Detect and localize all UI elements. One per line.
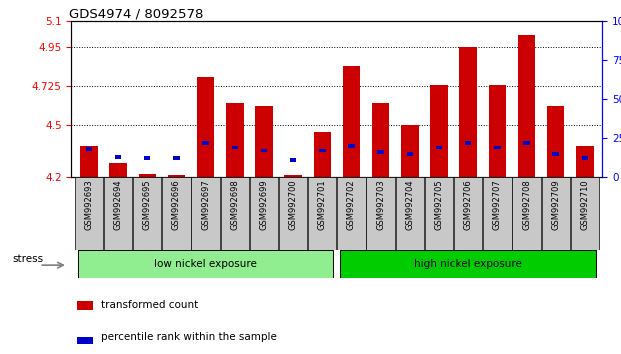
Bar bbox=[425, 177, 453, 250]
Bar bbox=[553, 152, 559, 155]
Bar bbox=[319, 149, 325, 153]
Text: GDS4974 / 8092578: GDS4974 / 8092578 bbox=[69, 7, 203, 20]
Bar bbox=[138, 173, 156, 177]
Bar bbox=[109, 163, 127, 177]
Bar bbox=[378, 150, 384, 154]
Bar bbox=[576, 146, 594, 177]
Text: GSM992705: GSM992705 bbox=[435, 179, 443, 230]
Bar bbox=[202, 141, 209, 145]
Bar bbox=[460, 47, 477, 177]
Bar bbox=[308, 177, 337, 250]
Bar bbox=[337, 177, 366, 250]
Text: GSM992693: GSM992693 bbox=[84, 179, 93, 230]
Text: GSM992696: GSM992696 bbox=[172, 179, 181, 230]
Bar bbox=[494, 145, 501, 149]
Text: GSM992695: GSM992695 bbox=[143, 179, 152, 230]
Bar bbox=[372, 103, 389, 177]
Bar bbox=[366, 177, 395, 250]
Bar bbox=[401, 125, 419, 177]
Text: GSM992701: GSM992701 bbox=[318, 179, 327, 230]
Bar bbox=[542, 177, 570, 250]
Bar bbox=[407, 152, 413, 155]
Bar bbox=[133, 177, 161, 250]
Bar bbox=[232, 145, 238, 149]
Bar bbox=[279, 177, 307, 250]
Bar bbox=[314, 132, 331, 177]
Bar bbox=[250, 177, 278, 250]
Bar bbox=[173, 156, 179, 160]
Bar bbox=[524, 141, 530, 145]
Bar bbox=[340, 250, 596, 278]
Bar bbox=[454, 177, 483, 250]
Text: GSM992707: GSM992707 bbox=[493, 179, 502, 230]
Bar bbox=[77, 301, 93, 310]
Bar bbox=[86, 147, 92, 151]
Text: GSM992694: GSM992694 bbox=[114, 179, 122, 230]
Bar bbox=[75, 177, 103, 250]
Bar bbox=[430, 85, 448, 177]
Text: GSM992706: GSM992706 bbox=[464, 179, 473, 230]
Bar bbox=[571, 177, 599, 250]
Bar bbox=[144, 156, 150, 160]
Text: GSM992710: GSM992710 bbox=[581, 179, 589, 230]
Text: GSM992699: GSM992699 bbox=[260, 179, 268, 230]
Text: GSM992700: GSM992700 bbox=[289, 179, 297, 230]
Text: low nickel exposure: low nickel exposure bbox=[154, 259, 257, 269]
Bar bbox=[582, 156, 588, 160]
Bar bbox=[191, 177, 220, 250]
Bar bbox=[483, 177, 512, 250]
Bar bbox=[80, 146, 97, 177]
Bar bbox=[343, 66, 360, 177]
Bar bbox=[162, 177, 191, 250]
Bar bbox=[547, 106, 564, 177]
Bar bbox=[396, 177, 424, 250]
Text: GSM992698: GSM992698 bbox=[230, 179, 239, 230]
Bar bbox=[226, 103, 243, 177]
Bar bbox=[197, 76, 214, 177]
Bar bbox=[348, 144, 355, 148]
Bar bbox=[290, 158, 296, 162]
Text: transformed count: transformed count bbox=[101, 300, 198, 310]
Bar bbox=[489, 85, 506, 177]
Text: GSM992709: GSM992709 bbox=[551, 179, 560, 230]
Bar bbox=[104, 177, 132, 250]
Text: percentile rank within the sample: percentile rank within the sample bbox=[101, 332, 276, 342]
Text: high nickel exposure: high nickel exposure bbox=[414, 259, 522, 269]
Bar bbox=[115, 155, 121, 159]
Bar bbox=[255, 106, 273, 177]
Bar bbox=[465, 141, 471, 145]
Bar bbox=[220, 177, 249, 250]
Text: stress: stress bbox=[13, 255, 44, 264]
Text: GSM992697: GSM992697 bbox=[201, 179, 210, 230]
Text: GSM992708: GSM992708 bbox=[522, 179, 531, 230]
Bar bbox=[512, 177, 541, 250]
Bar bbox=[78, 250, 333, 278]
Bar bbox=[284, 175, 302, 177]
Text: GSM992704: GSM992704 bbox=[406, 179, 414, 230]
Bar bbox=[77, 337, 93, 344]
Bar bbox=[168, 175, 185, 177]
Text: GSM992702: GSM992702 bbox=[347, 179, 356, 230]
Bar bbox=[436, 145, 442, 149]
Bar bbox=[261, 149, 267, 153]
Text: GSM992703: GSM992703 bbox=[376, 179, 385, 230]
Bar bbox=[518, 35, 535, 177]
